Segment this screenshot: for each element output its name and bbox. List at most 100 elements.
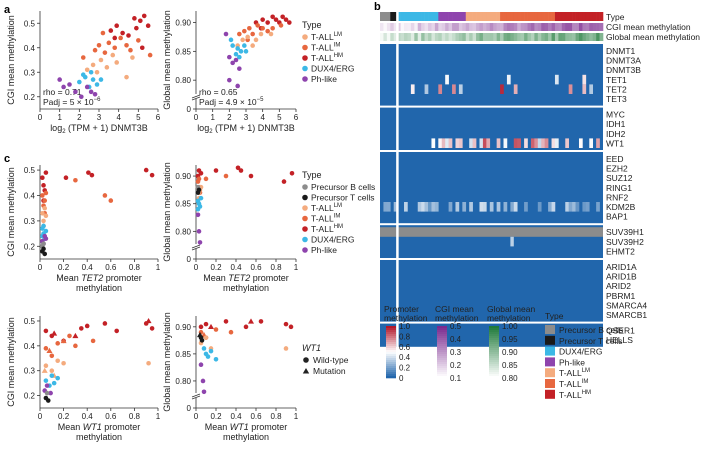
cgi-track-cell	[479, 23, 484, 31]
data-point	[114, 328, 119, 334]
data-point	[77, 79, 82, 85]
data-point	[40, 175, 45, 181]
legend-swatch	[545, 335, 555, 345]
type-track-cell	[503, 12, 508, 21]
global-track-cell	[558, 33, 563, 41]
legend-swatch-triangle	[302, 368, 310, 374]
cgi-track-cell	[520, 23, 525, 31]
heatmap-cell	[551, 202, 556, 212]
data-point	[281, 179, 287, 184]
gene-label: SMARCB1	[606, 310, 647, 320]
global-track-cell	[500, 33, 504, 41]
x-axis-label-line2: methylation	[223, 283, 269, 293]
colorbar-tick: 0.5	[450, 322, 462, 331]
data-point	[265, 20, 270, 25]
type-track-cell	[589, 12, 594, 21]
type-track-cell	[541, 12, 545, 21]
data-point	[250, 43, 255, 48]
global-track-cell	[469, 33, 473, 41]
data-point	[198, 195, 204, 201]
heatmap-cell	[503, 202, 508, 212]
heatmap-cell	[448, 202, 453, 212]
data-point-mutation	[72, 332, 79, 339]
heatmap-cell	[585, 202, 590, 212]
heatmap-cell	[386, 202, 391, 212]
gene-label: BAP1	[606, 212, 628, 222]
global-track-cell	[565, 33, 569, 41]
global-track-cell	[441, 33, 446, 41]
colorbar-segment	[437, 368, 447, 371]
x-tick-label: 1	[57, 113, 62, 122]
data-point	[80, 55, 86, 60]
global-track-cell	[417, 33, 422, 41]
data-point-mutation	[60, 337, 67, 344]
global-track-cell	[431, 33, 436, 41]
heatmap-block	[380, 107, 603, 150]
type-track-cell	[530, 12, 535, 21]
gene-label: EZH2	[606, 164, 628, 174]
cgi-track-cell	[417, 23, 422, 31]
heatmap-cell	[582, 202, 587, 212]
type-track-cell	[431, 12, 436, 21]
heatmap-cell	[506, 74, 511, 85]
type-track-cell	[455, 12, 460, 21]
legend-label-text: DUX4/ERG	[559, 347, 602, 357]
heatmap-cell	[462, 202, 467, 212]
global-track-cell	[517, 33, 521, 41]
x-axis-label-line2: methylation	[76, 432, 122, 442]
type-track-cell	[510, 12, 515, 21]
colorbar-segment	[437, 330, 447, 333]
legend-label-sup: LM	[334, 32, 342, 38]
data-point	[43, 213, 49, 219]
heatmap-cell	[582, 84, 587, 94]
y-tick-label: 0.4	[24, 342, 36, 351]
data-point	[243, 324, 249, 330]
type-track-cell	[380, 12, 384, 21]
global-track-cell	[434, 33, 439, 41]
data-point	[283, 17, 289, 22]
colorbar-segment	[386, 374, 396, 377]
data-point	[237, 66, 242, 71]
panel-label-c: c	[4, 153, 10, 165]
x-label-part: Mean	[56, 273, 81, 283]
colorbar-tick: 0.80	[502, 374, 518, 383]
type-track-cell	[434, 12, 439, 21]
data-point	[270, 14, 275, 20]
global-track-cell	[551, 33, 556, 41]
colorbar-tick: 0.85	[502, 361, 518, 370]
data-point	[88, 69, 94, 75]
data-point-mutation	[248, 318, 254, 324]
colorbar-segment	[489, 344, 499, 347]
data-point	[94, 69, 100, 75]
global-track-cell	[506, 33, 511, 41]
x-tick-label: 0	[38, 263, 43, 272]
colorbar-segment	[437, 372, 447, 375]
data-point	[63, 175, 69, 181]
stat-padj-exponent: −5	[257, 97, 265, 103]
legend-label-text: T-ALL	[311, 53, 334, 63]
heatmap-cell	[537, 202, 542, 212]
heatmap-cell	[469, 138, 473, 148]
global-track-cell	[407, 33, 412, 41]
colorbar-segment	[437, 354, 447, 357]
heatmap-cell	[551, 138, 556, 148]
global-track-cell	[455, 33, 460, 41]
heatmap-cell	[596, 202, 600, 212]
global-track-cell	[465, 33, 470, 41]
heatmap-cell	[417, 202, 422, 212]
stat-padj-exponent: −6	[94, 97, 102, 103]
global-track-cell	[582, 33, 587, 41]
cgi-track-cell	[585, 23, 590, 31]
heatmap-cell	[469, 202, 473, 212]
type-track-cell	[458, 12, 463, 21]
data-point	[40, 210, 45, 216]
heatmap-cell	[482, 138, 487, 148]
panel-label-a: a	[4, 4, 11, 16]
x-label-part: promoter	[250, 273, 289, 283]
data-point	[43, 346, 49, 351]
data-point	[90, 338, 96, 344]
x-tick-label: 1	[156, 412, 161, 421]
data-point	[92, 47, 98, 53]
